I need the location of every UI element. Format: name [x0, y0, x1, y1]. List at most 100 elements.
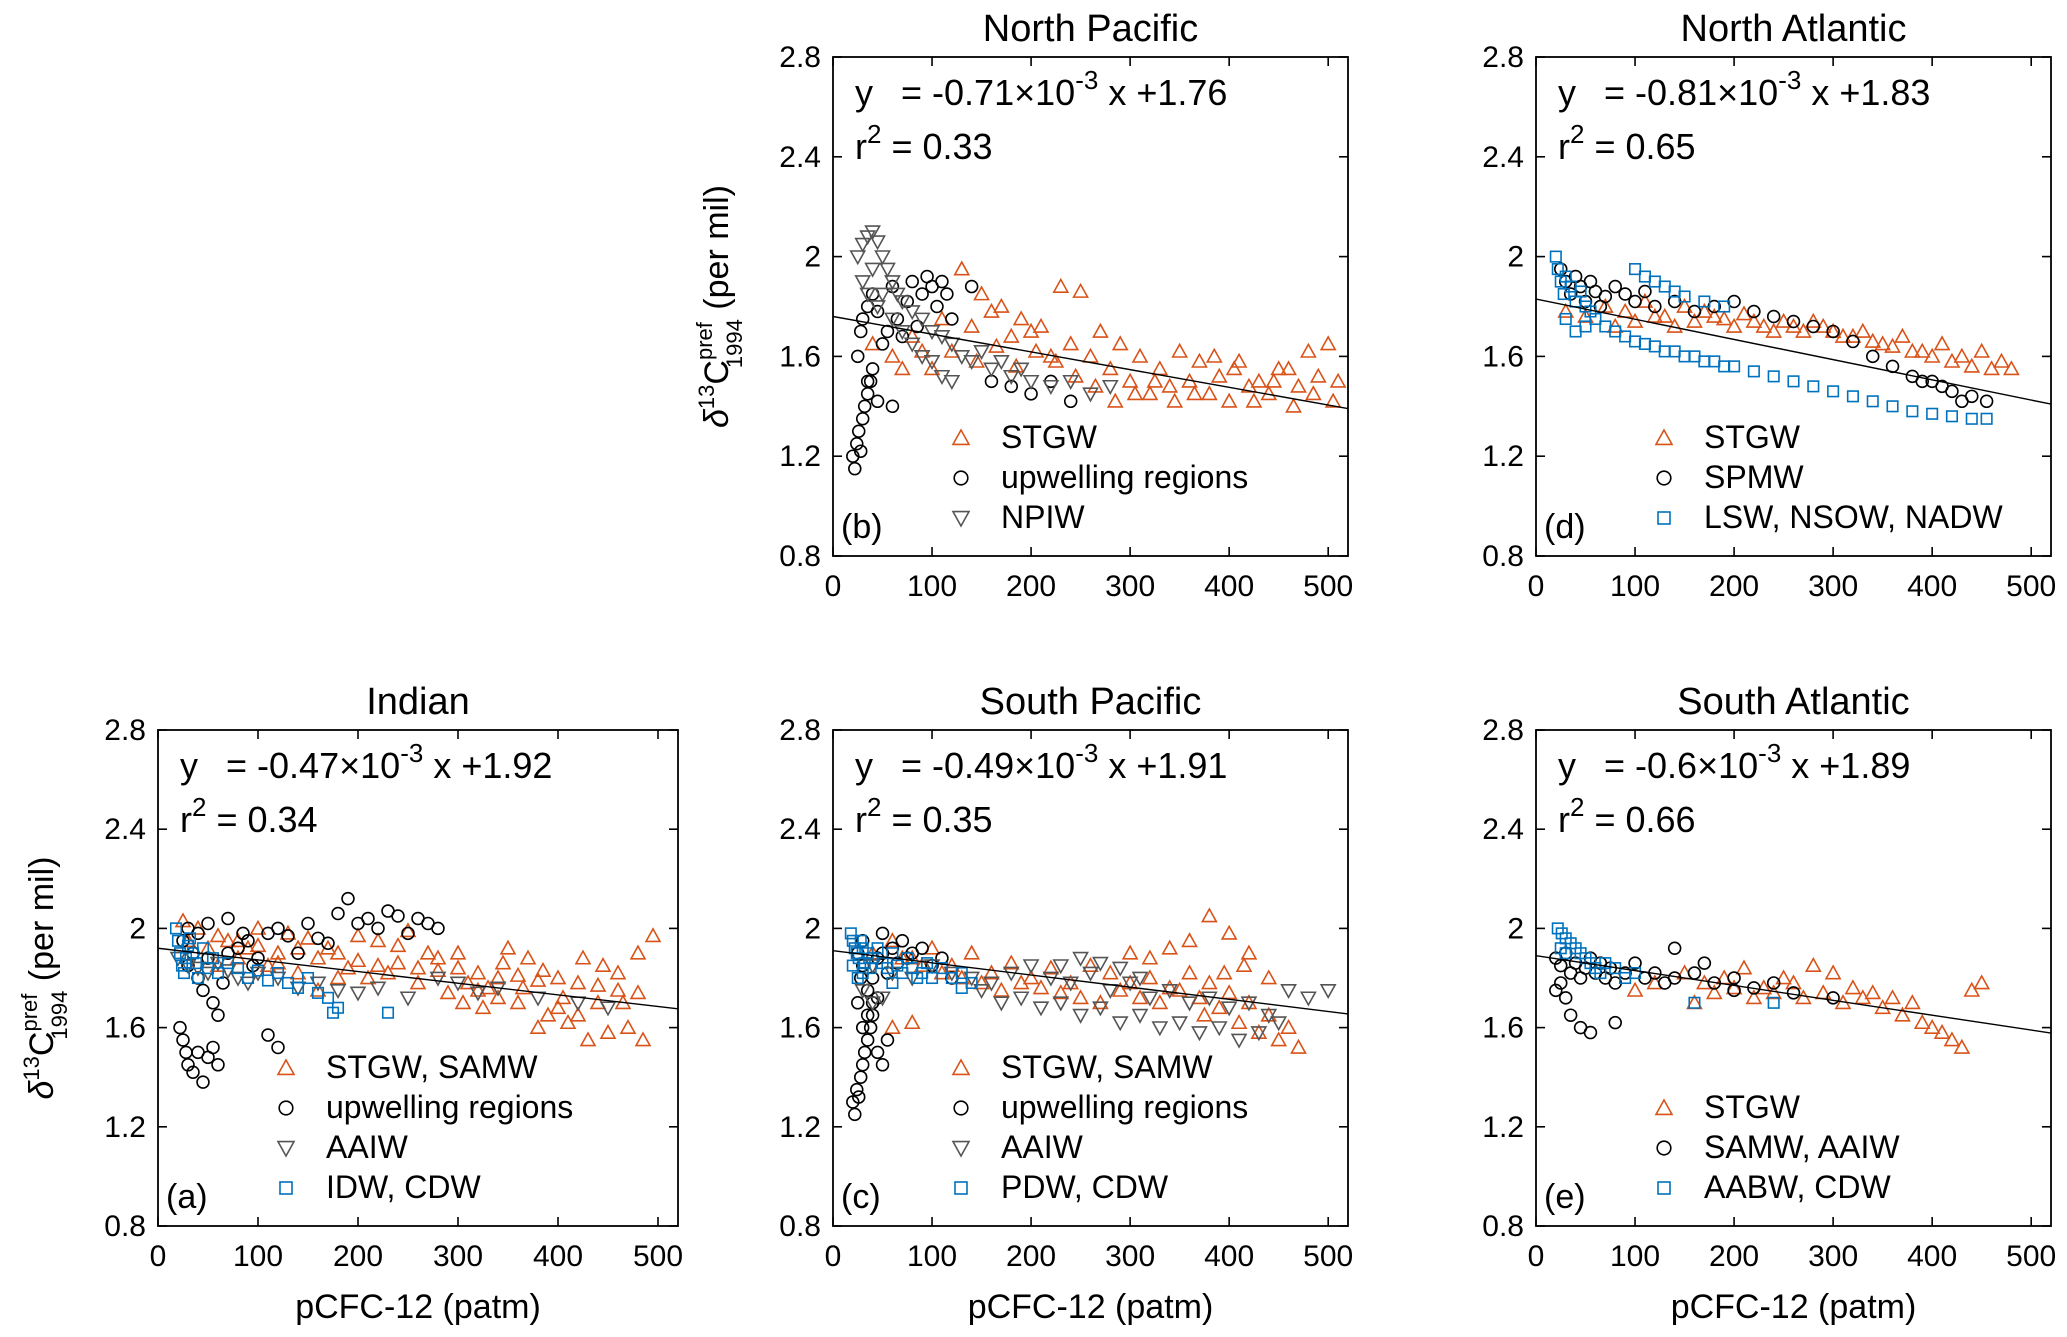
data-point [489, 969, 507, 985]
data-point [221, 911, 235, 926]
data-point [854, 983, 872, 1000]
data-point [1786, 314, 1801, 329]
data-point [1745, 312, 1763, 328]
data-point [1220, 1001, 1238, 1017]
data-point [930, 299, 944, 314]
legend-item: NPIW [951, 499, 1085, 535]
data-point [1092, 956, 1109, 972]
data-point [1688, 996, 1701, 1009]
y-tick-label: 2.8 [1482, 714, 1524, 747]
panel-label: (d) [1544, 508, 1586, 546]
legend-marker [954, 1181, 968, 1195]
data-point [925, 971, 939, 985]
data-point [1329, 372, 1347, 388]
data-point [864, 225, 881, 241]
data-point [1678, 290, 1691, 303]
data-point [1923, 347, 1941, 363]
data-point [341, 891, 355, 906]
data-point [489, 989, 507, 1005]
data-point [869, 235, 886, 251]
data-point [1865, 349, 1880, 364]
data-point [169, 922, 183, 935]
data-point [1027, 342, 1045, 358]
fit-equation: y = -0.81×10-3 x +1.83 [1558, 65, 1930, 113]
data-point [955, 966, 968, 980]
data-point [1913, 342, 1931, 358]
data-point [1215, 964, 1233, 980]
data-point [1250, 1026, 1268, 1042]
y-tick-label: 0.8 [104, 1210, 146, 1243]
data-point [1698, 295, 1711, 308]
data-point [1007, 357, 1025, 373]
data-point [211, 966, 225, 980]
legend-label: IDW, CDW [326, 1169, 481, 1205]
y-tick-label: 1.6 [779, 1012, 821, 1045]
data-point [1705, 984, 1723, 1000]
data-point [1608, 279, 1622, 294]
data-point [1047, 352, 1065, 368]
data-point [885, 399, 900, 414]
fit-equation: y = -0.6×10-3 x +1.89 [1558, 738, 1910, 786]
data-point [1589, 312, 1602, 326]
data-point [1319, 983, 1337, 1000]
y-tick-label: 1.2 [779, 1111, 821, 1144]
legend-marker [279, 1181, 293, 1195]
y-tick-label: 2.8 [779, 41, 821, 74]
data-point [853, 324, 868, 339]
data-point [1230, 352, 1248, 368]
x-tick-label: 300 [433, 1240, 483, 1273]
legend-marker [278, 1100, 294, 1116]
data-point [1656, 307, 1674, 323]
data-point [331, 1001, 345, 1014]
data-point [1186, 385, 1203, 401]
data-point [1280, 983, 1297, 1000]
plot-frame [157, 729, 679, 1227]
data-point [1558, 991, 1573, 1005]
data-point [893, 360, 911, 376]
data-point [329, 969, 347, 985]
data-point [1146, 372, 1164, 388]
data-point [1285, 397, 1302, 413]
y-tick-label: 0.8 [779, 1210, 821, 1243]
x-tick-label: 0 [1528, 1240, 1545, 1273]
data-point [874, 250, 891, 266]
legend-item: upwelling regions [278, 1089, 573, 1125]
data-point [369, 956, 387, 973]
data-point [1062, 335, 1080, 351]
data-point [186, 1065, 200, 1079]
panel-title: North Pacific [983, 8, 1198, 50]
data-point [519, 949, 537, 965]
x-tick-label: 0 [825, 570, 842, 603]
data-point [846, 934, 859, 947]
data-point [1775, 969, 1792, 985]
data-point [1894, 327, 1911, 343]
data-point [1171, 981, 1188, 997]
data-point [599, 1001, 617, 1017]
data-point [1181, 964, 1198, 980]
data-point [249, 937, 267, 953]
data-point [1092, 322, 1109, 338]
data-point [880, 1033, 895, 1047]
data-point [1767, 370, 1780, 383]
legend-item: PDW, CDW [954, 1169, 1169, 1205]
data-point [321, 936, 335, 951]
data-point [644, 927, 662, 943]
data-point [857, 1045, 872, 1060]
x-tick-label: 400 [1907, 1240, 1957, 1273]
data-point [1628, 294, 1642, 309]
data-point [1191, 1026, 1208, 1042]
y-tick-label: 0.8 [779, 540, 821, 573]
data-point [935, 274, 949, 289]
data-point [449, 959, 467, 975]
data-point [1963, 357, 1981, 373]
legend-marker [276, 1058, 296, 1076]
data-point [474, 999, 492, 1015]
data-point [1953, 1038, 1971, 1054]
data-point [2003, 360, 2020, 376]
legend-item: upwelling regions [953, 459, 1248, 495]
legend-label: AAIW [1001, 1129, 1084, 1165]
data-point [1220, 924, 1238, 940]
y-tick-label: 1.6 [104, 1012, 146, 1045]
y-tick-label: 2.4 [1482, 813, 1524, 846]
panel-label: (a) [166, 1178, 208, 1216]
